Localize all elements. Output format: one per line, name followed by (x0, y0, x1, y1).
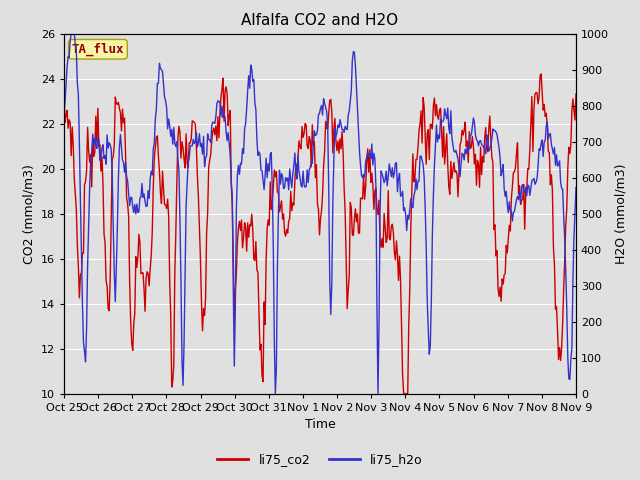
Y-axis label: H2O (mmol/m3): H2O (mmol/m3) (614, 163, 627, 264)
Y-axis label: CO2 (mmol/m3): CO2 (mmol/m3) (22, 164, 35, 264)
Title: Alfalfa CO2 and H2O: Alfalfa CO2 and H2O (241, 13, 399, 28)
Text: TA_flux: TA_flux (72, 43, 124, 56)
X-axis label: Time: Time (305, 418, 335, 431)
Legend: li75_co2, li75_h2o: li75_co2, li75_h2o (212, 448, 428, 471)
